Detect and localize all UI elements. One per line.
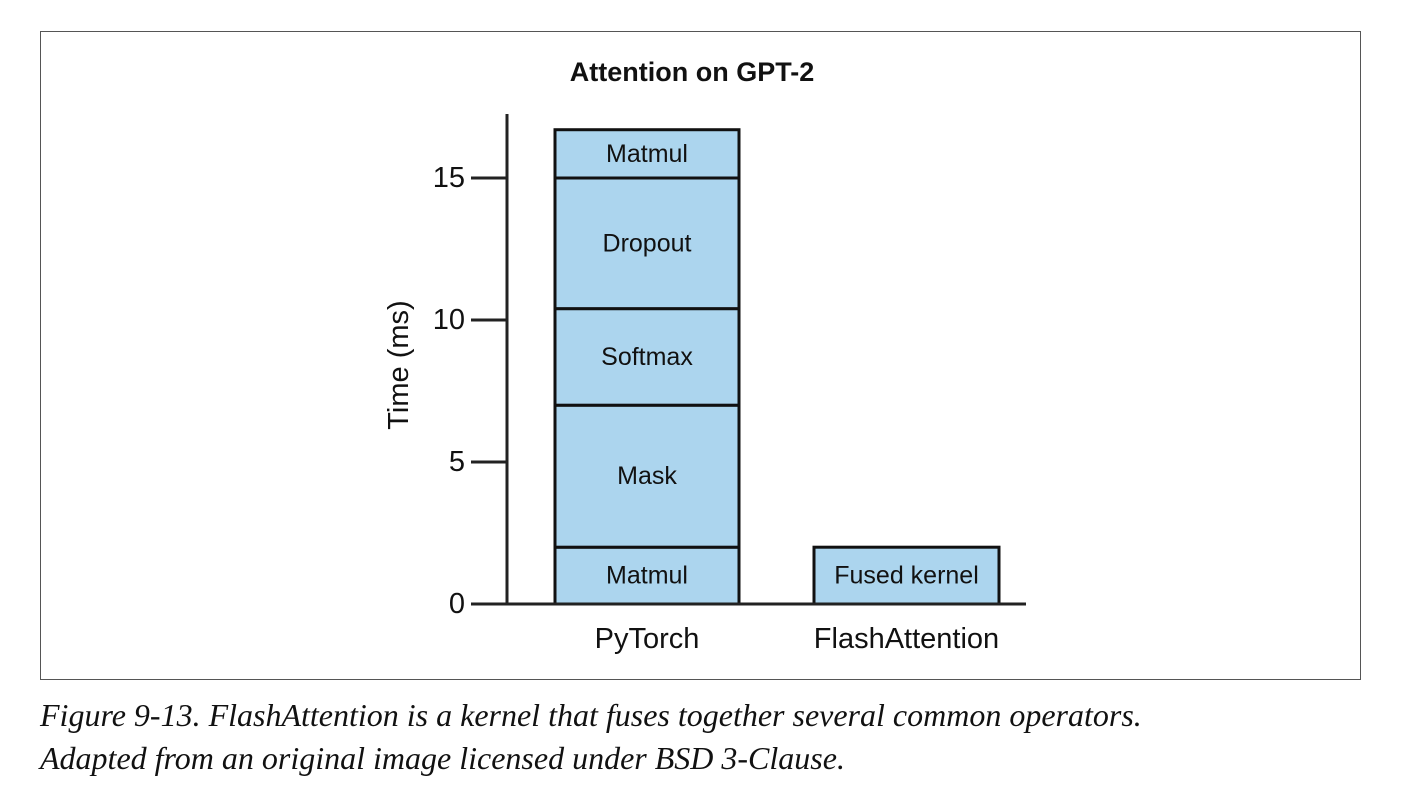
x-tick-label-flashattention: FlashAttention <box>814 623 999 655</box>
bar-segment-label-pytorch-0: Matmul <box>606 562 688 590</box>
bar-segment-label-pytorch-2: Softmax <box>601 343 693 371</box>
bar-segment-label-pytorch-1: Mask <box>617 462 677 490</box>
figure-caption: Figure 9-13. FlashAttention is a kernel … <box>40 694 1380 780</box>
y-tick-label-15: 15 <box>433 162 465 194</box>
bar-segment-label-pytorch-4: Matmul <box>606 140 688 168</box>
figure-frame: Attention on GPT-2 Matmul Mask Softmax Dropo… <box>40 31 1361 680</box>
bar-segment-pytorch-4 <box>553 128 741 180</box>
chart: Attention on GPT-2 Matmul Mask Softmax Dropo… <box>383 57 1026 655</box>
bar-segment-pytorch-3 <box>553 176 741 311</box>
bar-segment-flashattention-0 <box>812 545 1001 606</box>
caption-line-2: Adapted from an original image licensed … <box>40 740 845 776</box>
y-tick-label-10: 10 <box>433 304 465 336</box>
caption-line-1: Figure 9-13. FlashAttention is a kernel … <box>40 697 1142 733</box>
y-tick-label-0: 0 <box>449 588 465 620</box>
bar-segment-label-pytorch-3: Dropout <box>603 229 692 257</box>
y-axis-label: Time (ms) <box>383 300 415 429</box>
bar-segment-pytorch-1 <box>553 403 741 549</box>
bar-segment-label-flashattention-0: Fused kernel <box>834 562 979 590</box>
chart-title: Attention on GPT-2 <box>570 57 814 87</box>
y-tick-label-5: 5 <box>449 446 465 478</box>
bar-segment-pytorch-0 <box>553 545 741 606</box>
x-tick-label-pytorch: PyTorch <box>595 623 700 655</box>
